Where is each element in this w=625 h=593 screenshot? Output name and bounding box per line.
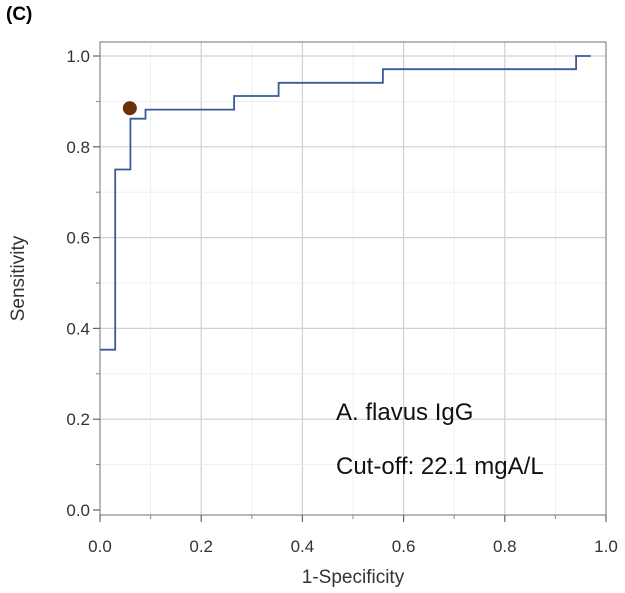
y-tick-label: 0.8 [66, 138, 90, 157]
x-tick-label: 1.0 [594, 537, 618, 556]
x-tick-label: 0.0 [88, 537, 112, 556]
cutoff-marker [122, 101, 137, 116]
x-tick-label: 0.8 [493, 537, 517, 556]
x-tick-label: 0.2 [189, 537, 213, 556]
annotation-cutoff-label: Cut-off: 22.1 mgA/L [336, 453, 544, 480]
panel-label: (C) [6, 4, 33, 25]
y-tick-label: 0.0 [66, 501, 90, 520]
y-axis-label: Sensitivity [8, 235, 29, 321]
y-tick-label: 0.6 [66, 229, 90, 248]
annotation-series-label: A. flavus IgG [336, 399, 473, 426]
y-tick-label: 1.0 [66, 47, 90, 66]
x-tick-label: 0.4 [291, 537, 315, 556]
x-axis-label: 1-Specificity [302, 567, 405, 588]
y-tick-label: 0.4 [66, 319, 90, 338]
x-tick-label: 0.6 [392, 537, 416, 556]
y-tick-label: 0.2 [66, 410, 90, 429]
roc-curve-line [100, 55, 591, 351]
